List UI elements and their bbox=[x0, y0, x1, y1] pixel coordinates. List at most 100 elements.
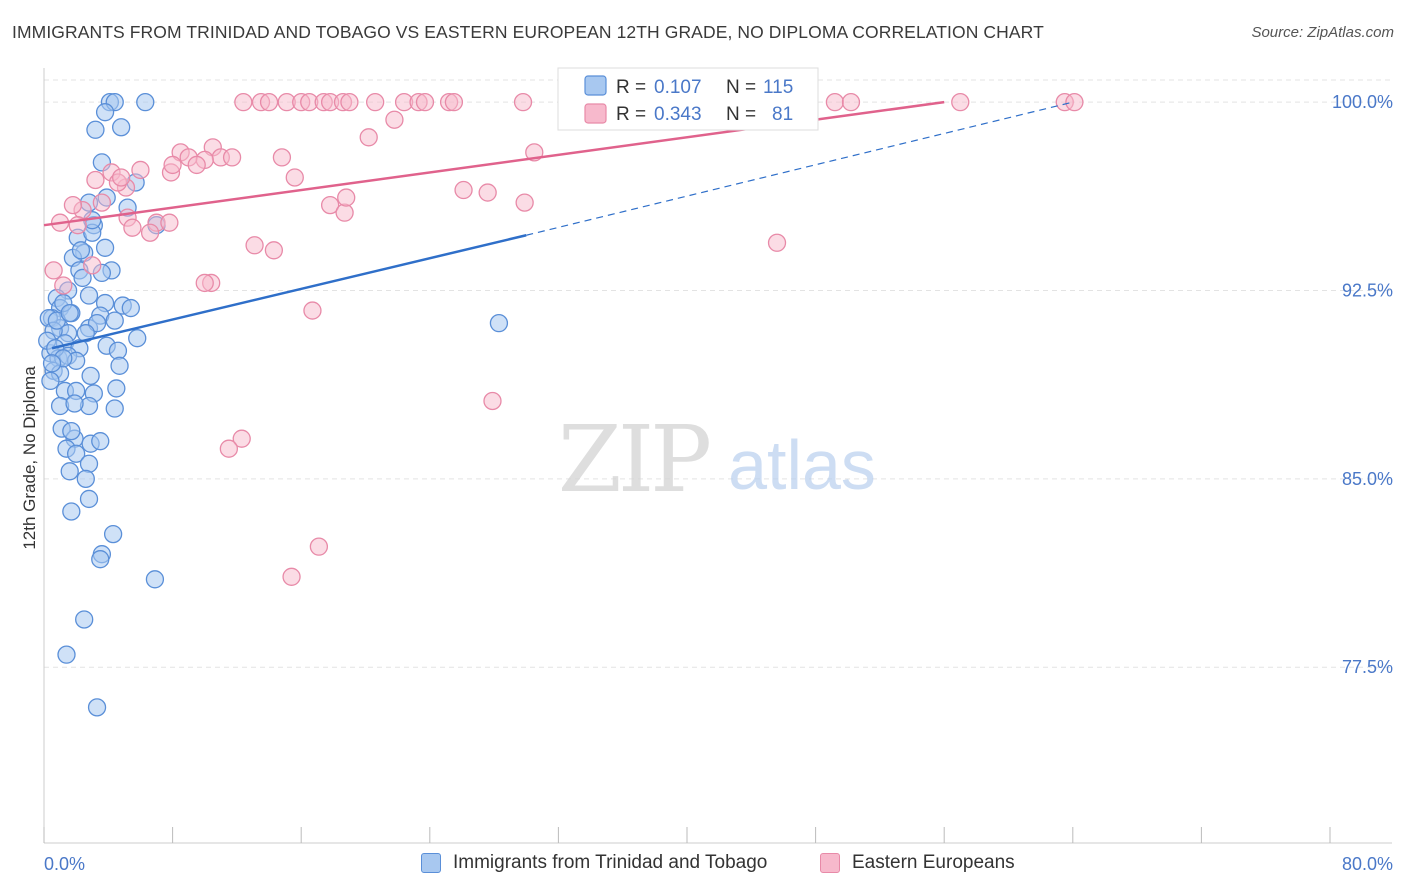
point-immigrants bbox=[76, 469, 95, 488]
point-immigrants bbox=[81, 366, 100, 386]
point-immigrants bbox=[91, 432, 110, 451]
point-eastern-europeans bbox=[160, 213, 179, 232]
point-immigrants bbox=[65, 394, 84, 413]
point-immigrants bbox=[121, 298, 140, 318]
point-immigrants bbox=[107, 379, 126, 398]
point-eastern-europeans bbox=[245, 236, 264, 255]
legend-item-eastern-europeans: Eastern Europeans bbox=[820, 852, 1015, 874]
point-eastern-europeans bbox=[320, 195, 340, 215]
point-immigrants bbox=[71, 241, 91, 260]
point-eastern-europeans bbox=[478, 183, 497, 202]
trend-line-immigrants bbox=[51, 234, 527, 350]
point-eastern-europeans bbox=[187, 155, 206, 175]
point-eastern-europeans bbox=[86, 170, 105, 190]
point-eastern-europeans bbox=[222, 148, 242, 167]
legend-swatch-eastern-europeans bbox=[820, 853, 840, 873]
point-immigrants bbox=[489, 313, 509, 333]
point-immigrants bbox=[95, 103, 115, 122]
watermark: ZIP atlas bbox=[558, 406, 876, 513]
point-immigrants bbox=[41, 371, 60, 391]
legend-label-immigrants: Immigrants from Trinidad and Tobago bbox=[453, 852, 768, 873]
point-eastern-europeans bbox=[163, 155, 182, 175]
point-immigrants bbox=[62, 421, 81, 441]
trend-lines bbox=[43, 100, 1073, 350]
point-eastern-europeans bbox=[219, 439, 239, 458]
y-tick-label: 92.5% bbox=[1342, 280, 1393, 300]
trend-line-immigrants-extension bbox=[526, 101, 1073, 236]
point-eastern-europeans bbox=[454, 180, 473, 200]
legend-r-value-2: 0.343 bbox=[654, 104, 702, 125]
legend-label-eastern-europeans: Eastern Europeans bbox=[852, 852, 1015, 873]
x-tick-label-min: 0.0% bbox=[44, 854, 85, 874]
watermark-zip: ZIP bbox=[558, 406, 709, 513]
point-immigrants bbox=[67, 444, 86, 463]
point-eastern-europeans bbox=[303, 301, 322, 320]
point-immigrants bbox=[110, 356, 129, 375]
point-eastern-europeans bbox=[340, 92, 359, 112]
point-immigrants bbox=[79, 286, 99, 305]
point-immigrants bbox=[91, 550, 110, 569]
point-immigrants bbox=[62, 502, 81, 521]
point-eastern-europeans bbox=[337, 188, 356, 207]
point-immigrants bbox=[73, 268, 92, 288]
point-eastern-europeans bbox=[123, 218, 142, 237]
point-eastern-europeans bbox=[385, 110, 404, 129]
point-eastern-europeans bbox=[131, 160, 150, 180]
point-eastern-europeans bbox=[44, 261, 63, 280]
point-eastern-europeans bbox=[415, 92, 435, 112]
legend-item-immigrants: Immigrants from Trinidad and Tobago bbox=[421, 852, 767, 874]
point-immigrants bbox=[75, 610, 94, 629]
point-immigrants bbox=[79, 454, 99, 473]
grid-lines bbox=[44, 79, 1392, 668]
point-immigrants bbox=[112, 118, 131, 137]
point-eastern-europeans bbox=[285, 168, 304, 187]
point-immigrants bbox=[86, 120, 105, 139]
point-immigrants bbox=[105, 311, 124, 330]
point-eastern-europeans bbox=[841, 92, 861, 112]
correlation-legend: R = 0.107 N = 115 R = 0.343 N = 81 bbox=[557, 67, 819, 131]
legend-n-value-2: 81 bbox=[772, 104, 793, 125]
point-eastern-europeans bbox=[767, 233, 787, 252]
x-tick-label-max: 80.0% bbox=[1342, 854, 1393, 874]
legend-swatch-pink bbox=[584, 103, 607, 124]
point-immigrants bbox=[42, 354, 62, 373]
axes bbox=[43, 68, 1392, 844]
watermark-atlas: atlas bbox=[728, 426, 876, 504]
point-eastern-europeans bbox=[92, 193, 112, 212]
point-immigrants bbox=[76, 324, 95, 343]
series-legend: Immigrants from Trinidad and Tobago East… bbox=[0, 850, 1406, 880]
point-eastern-europeans bbox=[515, 193, 534, 212]
point-immigrants bbox=[60, 462, 79, 481]
point-eastern-europeans bbox=[83, 256, 102, 275]
legend-r-label-1: R = bbox=[616, 77, 646, 98]
chart-title: IMMIGRANTS FROM TRINIDAD AND TOBAGO VS E… bbox=[12, 22, 1044, 42]
point-immigrants bbox=[136, 92, 155, 112]
point-eastern-europeans bbox=[1065, 92, 1084, 112]
point-immigrants bbox=[60, 303, 79, 323]
point-eastern-europeans bbox=[272, 148, 292, 167]
point-eastern-europeans bbox=[825, 92, 845, 112]
point-eastern-europeans bbox=[335, 203, 354, 222]
point-eastern-europeans bbox=[140, 223, 160, 242]
point-eastern-europeans bbox=[483, 391, 502, 411]
point-immigrants bbox=[108, 341, 128, 360]
point-eastern-europeans bbox=[195, 273, 214, 293]
point-eastern-europeans bbox=[951, 92, 970, 112]
y-tick-label: 100.0% bbox=[1332, 92, 1393, 112]
legend-n-value-1: 115 bbox=[763, 77, 793, 98]
point-eastern-europeans bbox=[63, 195, 83, 215]
point-immigrants bbox=[57, 645, 76, 664]
point-eastern-europeans bbox=[365, 92, 385, 112]
point-eastern-europeans bbox=[54, 276, 73, 295]
point-eastern-europeans bbox=[359, 128, 378, 147]
legend-n-label-2: N = bbox=[726, 104, 756, 125]
point-eastern-europeans bbox=[112, 168, 131, 187]
point-eastern-europeans bbox=[259, 92, 279, 112]
point-immigrants bbox=[95, 238, 115, 257]
tick-labels: 100.0% 92.5% 85.0% 77.5% 0.0% 80.0% bbox=[44, 92, 1393, 874]
point-eastern-europeans bbox=[444, 92, 464, 112]
y-tick-label: 85.0% bbox=[1342, 469, 1393, 489]
y-axis-label: 12th Grade, No Diploma bbox=[20, 366, 39, 550]
point-immigrants bbox=[103, 524, 123, 544]
